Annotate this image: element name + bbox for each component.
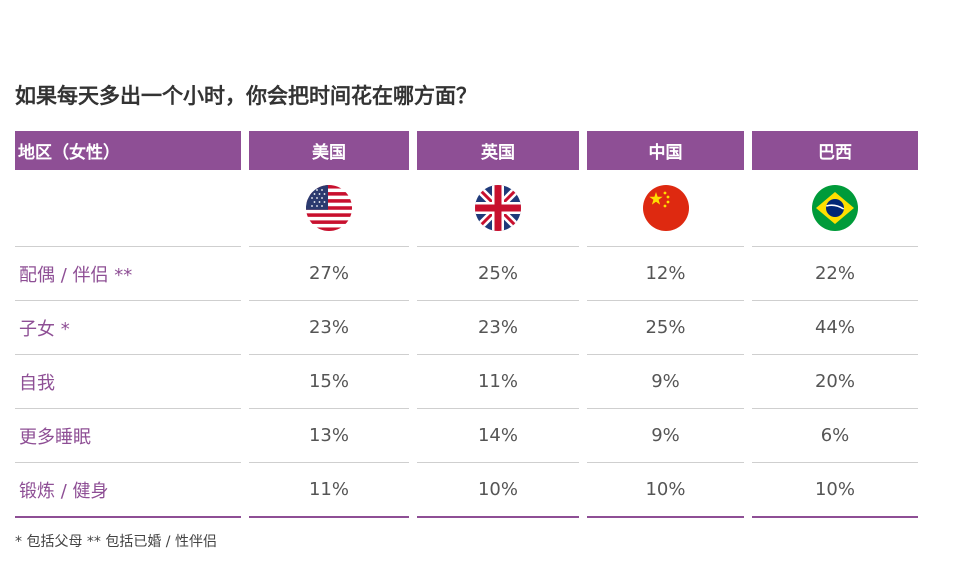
value-sleep-usa: 13% <box>249 409 409 463</box>
row-label-sleep: 更多睡眠 <box>15 409 241 463</box>
chart-title: 如果每天多出一个小时，你会把时间花在哪方面？ <box>15 84 477 108</box>
value-children-uk: 23% <box>417 301 579 355</box>
value-exercise-china: 10% <box>587 463 744 518</box>
value-children-usa: 23% <box>249 301 409 355</box>
flag-cell-uk <box>417 170 579 247</box>
value-self-uk: 11% <box>417 355 579 409</box>
value-self-usa: 15% <box>249 355 409 409</box>
value-children-brazil: 44% <box>752 301 918 355</box>
value-sleep-uk: 14% <box>417 409 579 463</box>
row-label-spouse: 配偶 / 伴侣 ** <box>15 247 241 301</box>
value-spouse-usa: 27% <box>249 247 409 301</box>
value-exercise-brazil: 10% <box>752 463 918 518</box>
header-country-china: 中国 <box>587 131 744 170</box>
flag-row-label <box>15 170 241 247</box>
flag-cell-china <box>587 170 744 247</box>
header-country-usa: 美国 <box>249 131 409 170</box>
value-spouse-china: 12% <box>587 247 744 301</box>
value-self-brazil: 20% <box>752 355 918 409</box>
value-spouse-brazil: 22% <box>752 247 918 301</box>
row-label-exercise: 锻炼 / 健身 <box>15 463 241 518</box>
header-country-uk: 英国 <box>417 131 579 170</box>
value-self-china: 9% <box>587 355 744 409</box>
row-label-self: 自我 <box>15 355 241 409</box>
data-table: 地区（女性） 美国 英国 中国 巴西 <box>15 131 918 518</box>
footnote: * 包括父母 ** 包括已婚 / 性伴侣 <box>15 534 217 550</box>
uk-flag-icon <box>475 185 521 231</box>
value-exercise-uk: 10% <box>417 463 579 518</box>
value-sleep-brazil: 6% <box>752 409 918 463</box>
header-country-brazil: 巴西 <box>752 131 918 170</box>
flag-cell-brazil <box>752 170 918 247</box>
value-children-china: 25% <box>587 301 744 355</box>
brazil-flag-icon <box>812 185 858 231</box>
china-flag-icon <box>642 185 689 231</box>
value-spouse-uk: 25% <box>417 247 579 301</box>
flag-cell-usa <box>249 170 409 247</box>
row-label-children: 子女 * <box>15 301 241 355</box>
header-region: 地区（女性） <box>15 131 241 170</box>
value-exercise-usa: 11% <box>249 463 409 518</box>
value-sleep-china: 9% <box>587 409 744 463</box>
us-flag-icon <box>306 185 352 231</box>
